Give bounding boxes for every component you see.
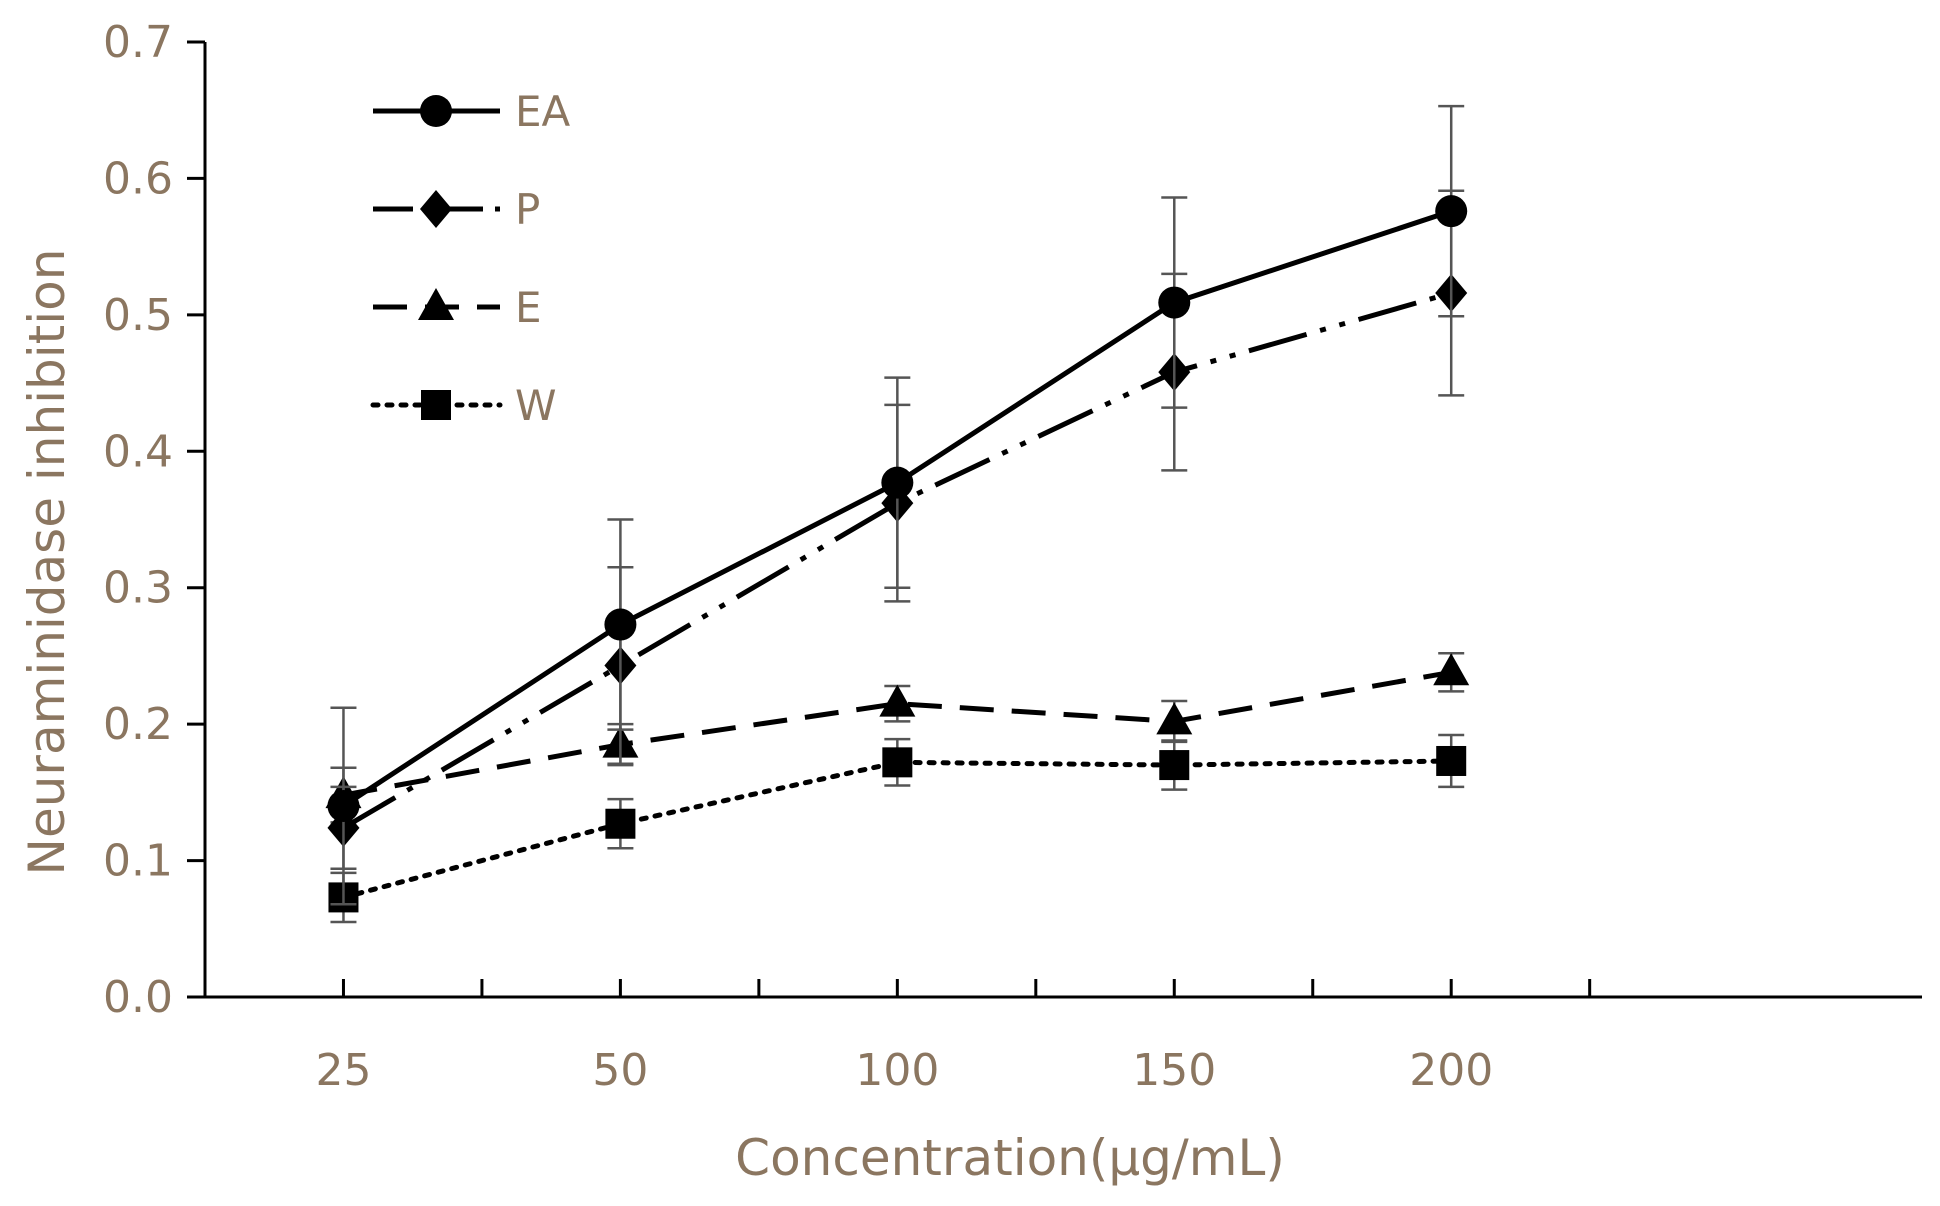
y-tick-label: 0.3 — [103, 563, 173, 614]
x-tick-label: 150 — [1132, 1045, 1216, 1096]
x-tick-label: 200 — [1409, 1045, 1493, 1096]
data-point — [1435, 195, 1468, 228]
y-tick-label: 0.2 — [103, 699, 173, 750]
legend-marker — [420, 95, 452, 127]
data-point — [1156, 702, 1193, 735]
x-tick-marks — [341, 979, 1592, 997]
y-tick-label: 0.6 — [103, 153, 173, 204]
legend-marker — [421, 390, 451, 420]
legend-label: E — [515, 283, 542, 332]
axes — [203, 42, 1922, 999]
legend-item-p: P — [373, 185, 540, 234]
data-point — [1433, 653, 1470, 686]
x-tick-label: 25 — [315, 1045, 371, 1096]
y-tick-label: 0.7 — [103, 17, 173, 68]
y-tick-label: 0.0 — [103, 972, 173, 1023]
data-point — [1436, 745, 1467, 776]
y-tick-marks — [187, 40, 205, 999]
series-line — [342, 290, 1452, 830]
legend-item-ea: EA — [373, 87, 571, 136]
data-point — [327, 790, 360, 822]
data-point — [879, 684, 916, 717]
legend-label: EA — [515, 87, 571, 136]
y-tick-label: 0.4 — [103, 426, 173, 477]
series-w — [328, 733, 1467, 924]
series-line — [343, 669, 1452, 798]
x-tick-label: 100 — [855, 1045, 939, 1096]
y-tick-label: 0.5 — [103, 290, 173, 341]
legend-label: P — [515, 185, 540, 234]
data-point — [605, 808, 636, 839]
data-point — [882, 747, 913, 778]
legend-marker — [420, 190, 452, 228]
data-point — [881, 466, 914, 499]
series-line — [340, 758, 1454, 900]
series-e — [325, 651, 1470, 824]
legend-marker — [418, 288, 454, 320]
series-ea — [327, 104, 1468, 906]
y-tick-labels: 0.0 0.1 0.2 0.3 0.4 0.5 0.6 0.7 — [103, 17, 173, 1023]
data-point — [1158, 286, 1191, 319]
x-tick-labels: 25 50 100 150 200 — [315, 1045, 1493, 1096]
series-layer — [325, 104, 1470, 924]
y-tick-label: 0.1 — [103, 836, 173, 887]
y-axis-title: Neuraminidase inhibition — [18, 249, 76, 876]
x-axis-title: Concentration(μg/mL) — [735, 1129, 1285, 1187]
legend-label: W — [515, 381, 557, 430]
legend-item-e: E — [373, 283, 542, 332]
legend: EA PEW — [370, 87, 571, 430]
data-point — [1159, 750, 1190, 781]
x-tick-label: 50 — [592, 1045, 648, 1096]
legend-item-w: W — [370, 381, 557, 430]
data-point — [604, 608, 637, 641]
